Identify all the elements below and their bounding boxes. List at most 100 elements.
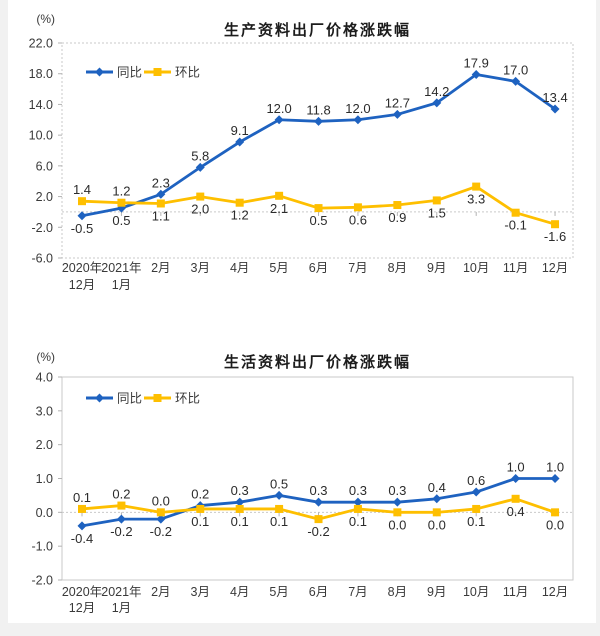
diamond-marker (432, 98, 442, 108)
x-axis-tick-label: 3月 (191, 585, 210, 599)
diamond-marker (195, 162, 205, 172)
data-point-label: 12.0 (345, 101, 370, 116)
diamond-marker (156, 514, 166, 524)
x-axis-tick-label: 7月 (348, 261, 367, 275)
data-point-label: 12.0 (266, 101, 291, 116)
producer-chart-unit-label: (%) (36, 12, 55, 26)
x-axis-tick-label: 12月 (69, 278, 95, 292)
producer-chart-title: 生产资料出厂价格涨跌幅 (223, 22, 411, 39)
x-axis-tick-label: 9月 (427, 261, 446, 275)
y-axis-tick-label: 2.0 (36, 190, 53, 204)
data-point-label: 2.1 (270, 201, 288, 216)
x-axis-tick-label: 2月 (151, 261, 170, 275)
x-axis-tick-label: 12月 (542, 261, 568, 275)
diamond-marker (392, 109, 402, 119)
square-marker (235, 504, 244, 513)
diamond-marker (550, 474, 560, 483)
square-marker (153, 68, 162, 76)
y-axis-tick-label: 18.0 (29, 67, 53, 81)
consumer-chart-unit-label: (%) (36, 350, 55, 364)
x-axis-tick-label: 8月 (388, 585, 407, 599)
data-point-label: 0.1 (349, 514, 367, 529)
data-point-label: 0.1 (73, 490, 91, 505)
square-marker (511, 208, 520, 217)
content-background (8, 0, 596, 623)
x-axis-tick-label: 10月 (463, 261, 489, 275)
x-axis-tick-label: 6月 (309, 585, 328, 599)
data-point-label: -0.2 (150, 524, 172, 539)
square-marker (117, 501, 126, 510)
square-marker (472, 504, 481, 513)
diamond-marker (314, 116, 324, 126)
diamond-marker (392, 497, 402, 507)
diamond-marker (353, 497, 363, 507)
data-point-label: 0.0 (546, 517, 564, 532)
diamond-marker (274, 490, 284, 500)
square-marker (551, 220, 560, 229)
diamond-marker (235, 137, 245, 147)
data-point-label: 2.3 (152, 175, 170, 190)
data-point-label: 0.2 (191, 487, 209, 502)
x-axis-tick-label: 12月 (542, 585, 568, 599)
data-point-label: -1.6 (544, 229, 566, 244)
data-point-label: 0.0 (428, 517, 446, 532)
square-marker (156, 199, 165, 208)
data-point-label: 0.2 (112, 487, 130, 502)
data-point-label: 0.3 (309, 483, 327, 498)
data-point-label: 9.1 (231, 123, 249, 138)
data-point-label: 1.0 (507, 460, 525, 475)
x-axis-tick-label: 11月 (503, 261, 528, 275)
y-axis-tick-label: 6.0 (36, 159, 53, 173)
diamond-marker (95, 393, 104, 403)
x-axis-tick-label: 11月 (503, 585, 528, 599)
data-point-label: 1.2 (231, 208, 249, 223)
square-marker (275, 504, 284, 513)
x-axis-tick-label: 2020年 (62, 261, 102, 275)
legend-label: 环比 (175, 392, 200, 406)
x-axis-tick-label: 5月 (269, 261, 288, 275)
y-axis-tick-label: 14.0 (29, 98, 53, 112)
data-point-label: 0.1 (270, 514, 288, 529)
x-axis-tick-label: 7月 (348, 585, 367, 599)
y-axis-tick-label: 0.0 (36, 506, 53, 520)
data-point-label: 0.9 (388, 210, 406, 225)
data-point-label: 0.0 (388, 517, 406, 532)
diamond-marker (511, 474, 521, 483)
data-point-label: 0.1 (231, 514, 249, 529)
x-axis-tick-label: 3月 (191, 261, 210, 275)
x-axis-tick-label: 2月 (151, 585, 170, 599)
diamond-marker (432, 494, 442, 504)
data-point-label: 1.0 (546, 460, 564, 475)
square-marker (551, 508, 560, 517)
data-point-label: 0.5 (270, 476, 288, 491)
data-point-label: 13.4 (542, 90, 567, 105)
legend-label: 同比 (117, 392, 142, 406)
diamond-marker (511, 76, 521, 86)
square-marker (275, 191, 284, 200)
legend-label: 环比 (175, 66, 200, 80)
legend-label: 同比 (117, 66, 142, 80)
square-marker (353, 504, 362, 513)
diamond-marker (235, 497, 245, 507)
square-marker (511, 494, 520, 503)
square-marker (235, 198, 244, 207)
data-point-label: 1.5 (428, 205, 446, 220)
data-point-label: 0.5 (309, 213, 327, 228)
diamond-marker (274, 115, 284, 125)
square-marker (196, 192, 205, 201)
data-point-label: 17.0 (503, 62, 528, 77)
data-point-label: -0.2 (110, 524, 132, 539)
square-marker (196, 504, 205, 513)
data-point-label: 0.3 (231, 483, 249, 498)
data-point-label: 0.3 (349, 483, 367, 498)
data-point-label: 2.0 (191, 202, 209, 217)
data-point-label: 0.4 (428, 480, 446, 495)
diamond-marker (156, 189, 166, 199)
y-axis-tick-label: -2.0 (31, 574, 53, 588)
square-marker (78, 504, 86, 513)
diamond-marker (95, 67, 104, 77)
data-point-label: 14.2 (424, 84, 449, 99)
data-point-label: 0.4 (507, 504, 525, 519)
